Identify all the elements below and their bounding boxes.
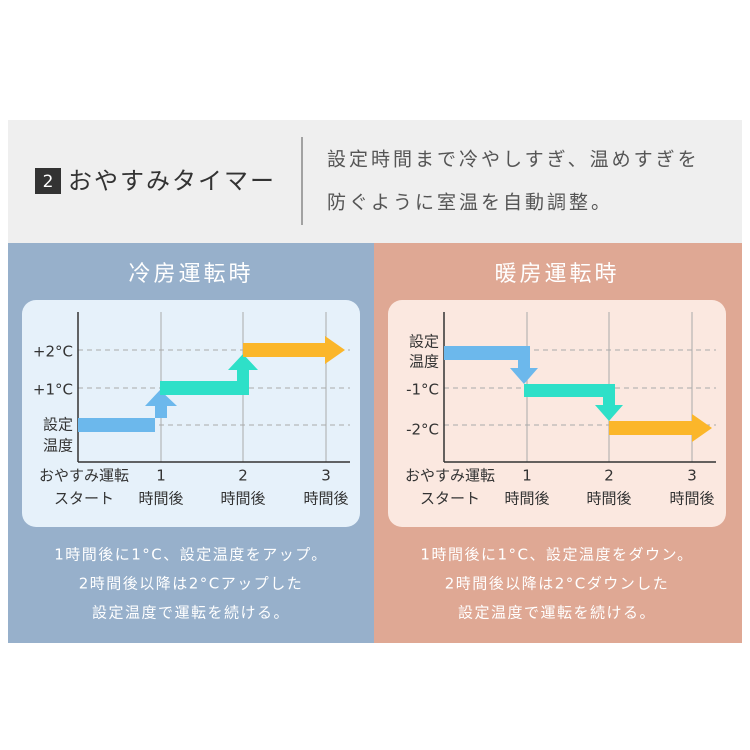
description: 設定時間まで冷やしすぎ、温めすぎを xyxy=(327,149,700,171)
caption: 1時間後に1°C、設定温度をアップ。 xyxy=(54,546,328,564)
badge-box xyxy=(35,168,61,194)
y-label: 設定 xyxy=(43,416,73,434)
caption: 1時間後に1°C、設定温度をダウン。 xyxy=(420,546,693,564)
badge: 2 xyxy=(43,172,54,192)
y-label: +2°C xyxy=(33,343,73,361)
panel-heading: 暖房運転時 xyxy=(494,262,619,287)
x-tick-label: 時間後 xyxy=(138,490,183,508)
y-label: 温度 xyxy=(409,353,439,371)
y-label: -2°C xyxy=(406,421,439,439)
caption: 設定温度で運転を続ける。 xyxy=(92,604,290,622)
step-arrow xyxy=(444,346,538,384)
x-tick: 3 xyxy=(687,467,697,485)
x-tick-label: 時間後 xyxy=(220,490,265,508)
title: おやすみタイマー xyxy=(68,167,276,195)
header-band xyxy=(8,120,742,243)
step-arrow xyxy=(243,336,345,364)
y-label: -1°C xyxy=(406,381,439,399)
caption: 2時間後以降は2°Cアップした xyxy=(79,575,304,593)
panel-heading: 冷房運転時 xyxy=(128,262,253,287)
x-tick: 3 xyxy=(321,467,331,485)
description: 防ぐように室温を自動調整。 xyxy=(327,192,613,214)
x-tick-label: 時間後 xyxy=(669,490,714,508)
x-tick: 2 xyxy=(238,467,248,485)
y-label: +1°C xyxy=(33,381,73,399)
x-tick-label: 時間後 xyxy=(303,490,348,508)
y-label: 設定 xyxy=(409,333,439,351)
x-tick: 1 xyxy=(522,467,532,485)
x-start: スタート xyxy=(54,490,114,508)
x-start: おやすみ運転 xyxy=(39,467,129,485)
x-start: おやすみ運転 xyxy=(405,467,495,485)
x-start: スタート xyxy=(420,490,480,508)
step-arrow xyxy=(524,384,623,421)
x-tick: 1 xyxy=(156,467,166,485)
x-tick-label: 時間後 xyxy=(586,490,631,508)
step-arrow xyxy=(78,390,177,432)
y-label: 温度 xyxy=(43,437,73,455)
step-arrow xyxy=(160,354,258,395)
x-tick-label: 時間後 xyxy=(504,490,549,508)
x-tick: 2 xyxy=(604,467,614,485)
caption: 2時間後以降は2°Cダウンした xyxy=(445,575,670,593)
caption: 設定温度で運転を続ける。 xyxy=(458,604,656,622)
step-arrow xyxy=(609,414,712,442)
